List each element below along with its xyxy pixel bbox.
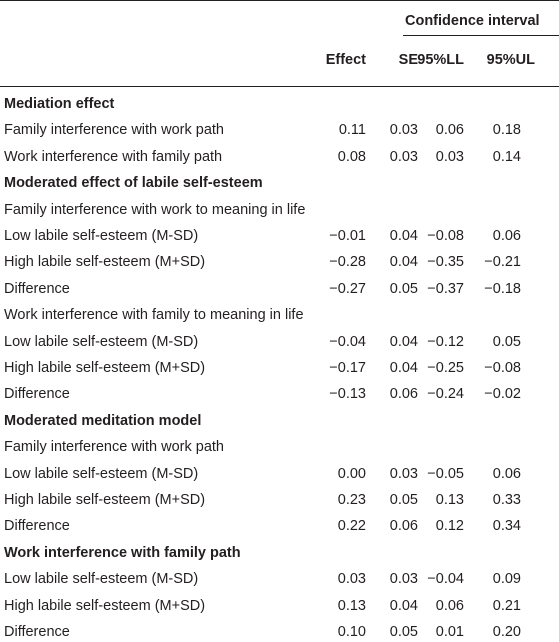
value-cell: −0.21 bbox=[484, 254, 521, 271]
value-cell: 0.03 bbox=[389, 465, 418, 482]
value-cell: −0.08 bbox=[427, 228, 464, 244]
row-label: High labile self-esteem (M+SD) bbox=[4, 254, 206, 271]
value-cell: 0.18 bbox=[492, 122, 521, 139]
value-cell: −0.01 bbox=[329, 228, 366, 244]
value-cell: −0.18 bbox=[484, 280, 521, 297]
value-cell: 0.04 bbox=[389, 597, 418, 614]
column-header: 95%LL bbox=[417, 52, 464, 68]
section-heading: Moderated effect of labile self-esteem bbox=[4, 175, 263, 192]
row-label: Difference bbox=[4, 624, 70, 640]
section-heading: Work interference with family path bbox=[4, 544, 241, 561]
row-label: Difference bbox=[4, 518, 70, 535]
value-cell: 0.10 bbox=[337, 624, 366, 640]
row-label: Low labile self-esteem (M-SD) bbox=[4, 571, 199, 588]
value-cell: 0.05 bbox=[389, 624, 418, 640]
value-cell: 0.00 bbox=[337, 465, 366, 482]
value-cell: −0.28 bbox=[329, 254, 366, 271]
value-cell: 0.09 bbox=[492, 571, 521, 588]
value-cell: −0.13 bbox=[329, 386, 366, 403]
value-cell: 0.14 bbox=[492, 148, 521, 165]
row-label: Low labile self-esteem (M-SD) bbox=[4, 228, 199, 244]
value-cell: 0.03 bbox=[389, 571, 418, 588]
value-cell: −0.35 bbox=[427, 254, 464, 271]
value-cell: 0.03 bbox=[337, 571, 366, 588]
row-label: Low labile self-esteem (M-SD) bbox=[4, 333, 199, 350]
value-cell: 0.12 bbox=[435, 518, 464, 535]
header-rule bbox=[0, 86, 559, 87]
top-rule bbox=[0, 0, 559, 1]
value-cell: 0.03 bbox=[389, 148, 418, 165]
section-heading: Moderated meditation model bbox=[4, 412, 202, 429]
value-cell: 0.04 bbox=[389, 360, 418, 376]
value-cell: −0.25 bbox=[427, 360, 464, 376]
value-cell: 0.06 bbox=[435, 597, 464, 614]
column-header: SE bbox=[398, 52, 418, 68]
value-cell: 0.06 bbox=[389, 518, 418, 535]
row-label: Family interference with work path bbox=[4, 439, 224, 456]
row-label: High labile self-esteem (M+SD) bbox=[4, 597, 206, 614]
row-label: Work interference with family path bbox=[4, 148, 223, 165]
value-cell: 0.01 bbox=[435, 624, 464, 640]
value-cell: 0.04 bbox=[389, 254, 418, 271]
row-label: Work interference with family to meaning… bbox=[4, 307, 304, 324]
value-cell: −0.37 bbox=[427, 280, 464, 297]
row-label: Low labile self-esteem (M-SD) bbox=[4, 465, 199, 482]
value-cell: −0.24 bbox=[427, 386, 464, 403]
row-label: High labile self-esteem (M+SD) bbox=[4, 492, 206, 508]
value-cell: 0.05 bbox=[492, 333, 521, 350]
value-cell: 0.04 bbox=[389, 228, 418, 244]
row-label: Family interference with work to meaning… bbox=[4, 201, 306, 218]
value-cell: 0.22 bbox=[337, 518, 366, 535]
value-cell: 0.06 bbox=[389, 386, 418, 403]
value-cell: 0.04 bbox=[389, 333, 418, 350]
value-cell: 0.23 bbox=[337, 492, 366, 508]
value-cell: −0.08 bbox=[484, 360, 521, 376]
value-cell: 0.13 bbox=[435, 492, 464, 508]
value-cell: 0.08 bbox=[337, 148, 366, 165]
value-cell: 0.34 bbox=[492, 518, 521, 535]
value-cell: −0.17 bbox=[329, 360, 366, 376]
value-cell: −0.04 bbox=[427, 571, 464, 588]
value-cell: 0.13 bbox=[337, 597, 366, 614]
value-cell: −0.05 bbox=[427, 465, 464, 482]
value-cell: −0.27 bbox=[329, 280, 366, 297]
value-cell: 0.06 bbox=[492, 228, 521, 244]
column-header: 95%UL bbox=[486, 52, 535, 68]
value-cell: 0.20 bbox=[492, 624, 521, 640]
value-cell: −0.02 bbox=[484, 386, 521, 403]
group-header: Confidence interval bbox=[405, 13, 540, 29]
value-cell: 0.05 bbox=[389, 280, 418, 297]
value-cell: 0.11 bbox=[338, 122, 366, 139]
row-label: Difference bbox=[4, 386, 70, 403]
column-header: Effect bbox=[325, 52, 366, 68]
row-label: High labile self-esteem (M+SD) bbox=[4, 360, 206, 376]
value-cell: −0.12 bbox=[427, 333, 464, 350]
value-cell: 0.21 bbox=[492, 597, 521, 614]
value-cell: 0.05 bbox=[389, 492, 418, 508]
value-cell: 0.33 bbox=[492, 492, 521, 508]
value-cell: 0.06 bbox=[492, 465, 521, 482]
value-cell: −0.04 bbox=[329, 333, 366, 350]
section-heading: Mediation effect bbox=[4, 96, 115, 112]
row-label: Family interference with work path bbox=[4, 122, 224, 139]
row-label: Difference bbox=[4, 280, 70, 297]
group-rule bbox=[403, 35, 559, 36]
value-cell: 0.06 bbox=[435, 122, 464, 139]
value-cell: 0.03 bbox=[435, 148, 464, 165]
value-cell: 0.03 bbox=[389, 122, 418, 139]
